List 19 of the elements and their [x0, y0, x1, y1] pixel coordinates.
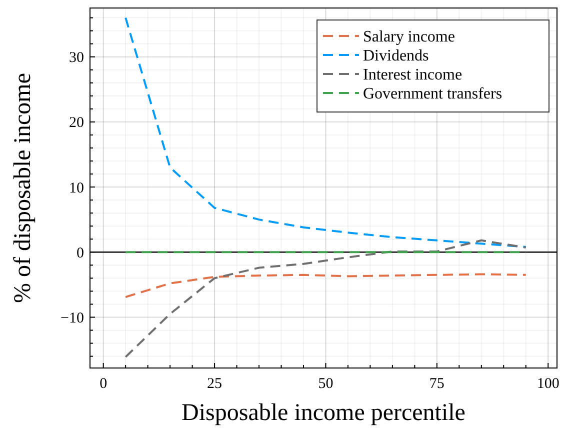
- legend-label: Salary income: [363, 28, 455, 46]
- line-series: [124, 273, 527, 298]
- legend-label: Dividends: [363, 48, 429, 65]
- x-tick-label: 75: [429, 376, 444, 392]
- x-tick-label: 25: [207, 376, 222, 392]
- legend-label: Interest income: [363, 66, 462, 84]
- x-tick-label: 0: [100, 376, 108, 392]
- y-tick-label: 20: [69, 115, 84, 132]
- x-tick-label: 100: [536, 376, 560, 392]
- y-axis-title: % of disposable income: [10, 73, 36, 303]
- x-tick-label: 50: [318, 376, 334, 392]
- x-axis-title: Disposable income percentile: [182, 400, 466, 426]
- y-tick-label: 0: [76, 245, 84, 262]
- line-series: [124, 16, 527, 248]
- legend-label: Government transfers: [363, 86, 502, 103]
- y-tick-label: 10: [69, 180, 84, 196]
- line-series: [124, 239, 527, 358]
- y-tick-label: 30: [69, 50, 84, 66]
- y-tick-label: −10: [60, 310, 84, 326]
